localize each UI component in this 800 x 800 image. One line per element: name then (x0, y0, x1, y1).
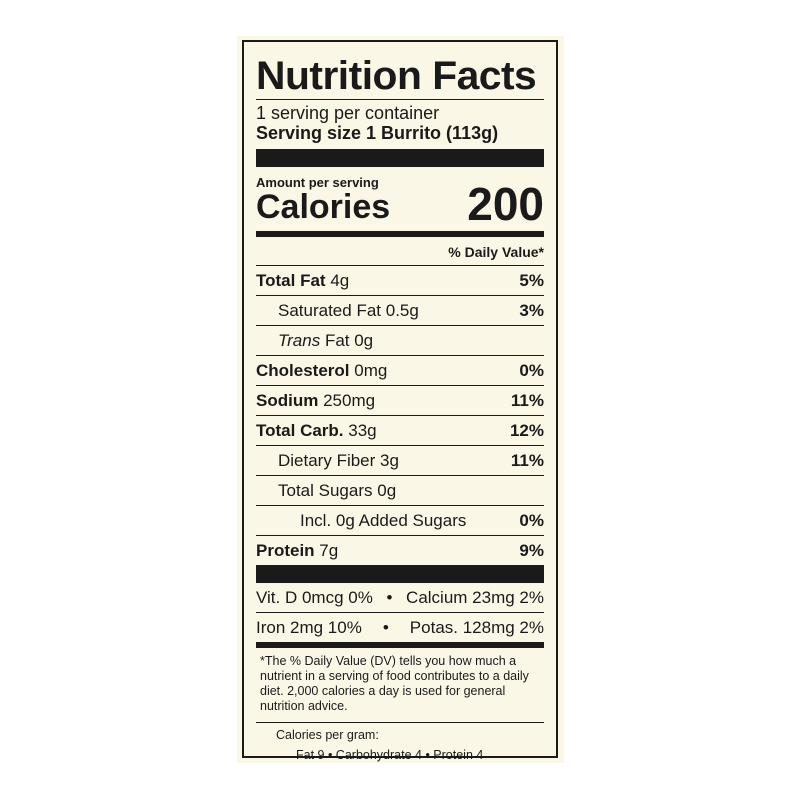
calories-label: Calories (256, 188, 391, 226)
vitamin-row: Iron 2mg 10% • Potas. 128mg 2% (256, 612, 544, 642)
nutrient-daily-value: 3% (519, 300, 544, 320)
vitamin-left: Vit. D 0mcg 0% (256, 587, 373, 607)
nutrient-name: Cholesterol (256, 360, 350, 380)
nutrient-amount: 3g (380, 450, 399, 470)
nutrient-amount: 4g (330, 270, 350, 290)
nutrient-row: Sodium 250mg 11% (256, 385, 544, 415)
thick-divider (256, 149, 544, 167)
nutrient-name: Saturated Fat (278, 300, 382, 320)
nutrient-name: Dietary Fiber (278, 450, 376, 470)
calories-per-gram-label: Calories per gram: (276, 728, 379, 742)
nutrient-amount: 7g (319, 540, 339, 560)
nutrient-name: Total Sugars (278, 480, 373, 500)
nutrient-row: Total Fat 4g 5% (256, 265, 544, 295)
nutrient-name: Incl. (300, 510, 332, 530)
vitamin-right: Calcium 23mg 2% (406, 587, 544, 607)
nutrient-amount: 0g Added Sugars (335, 510, 467, 530)
medium-divider (256, 231, 544, 237)
daily-value-header: % Daily Value* (448, 244, 544, 260)
nutrient-row: Saturated Fat 0.5g 3% (256, 295, 544, 325)
divider (256, 99, 544, 100)
nutrient-name: Sodium (256, 390, 319, 410)
vitamin-sep: • (382, 617, 389, 637)
nutrient-amount: 0.5g (385, 300, 419, 320)
medium-divider (256, 642, 544, 648)
nutrient-daily-value: 0% (519, 360, 544, 380)
nutrient-name: Total Carb. (256, 420, 344, 440)
vitamin-right: Potas. 128mg 2% (409, 617, 544, 637)
nutrient-row: Protein 7g 9% (256, 535, 544, 565)
nutrient-daily-value: 9% (519, 540, 544, 560)
nutrient-row: Cholesterol 0mg 0% (256, 355, 544, 385)
nutrient-row: Total Sugars 0g (256, 475, 544, 505)
vitamin-sep: • (386, 587, 393, 607)
nutrient-daily-value: 5% (519, 270, 544, 290)
divider (256, 722, 544, 723)
vitamin-left: Iron 2mg 10% (256, 617, 362, 637)
servings-per-container: 1 serving per container (256, 103, 440, 123)
nutrient-amount: 0g (377, 480, 397, 500)
nutrient-daily-value: 12% (509, 420, 544, 440)
nutrient-row: Dietary Fiber 3g 11% (256, 445, 544, 475)
thick-divider (256, 565, 544, 583)
nutrient-name: Trans (278, 330, 321, 350)
daily-value-footnote: *The % Daily Value (DV) tells you how mu… (260, 654, 529, 713)
nutrient-row: Total Carb. 33g 12% (256, 415, 544, 445)
nutrient-daily-value: 11% (510, 450, 544, 470)
nutrient-amount: 0mg (354, 360, 388, 380)
nutrient-daily-value: 11% (510, 390, 544, 410)
calories-per-gram: Fat 9 • Carbohydrate 4 • Protein 4 (296, 748, 484, 762)
nutrient-name: Protein (256, 540, 315, 560)
nutrition-facts-label: Nutrition Facts 1 serving per container … (242, 40, 558, 762)
serving-size: Serving size 1 Burrito (113g) (256, 123, 499, 143)
nutrient-name: Total Fat (256, 270, 326, 290)
label-title: Nutrition Facts (256, 54, 537, 98)
amount-per-serving: Amount per serving (256, 175, 379, 190)
calories-value: 200 (467, 178, 544, 230)
nutrient-amount: Fat 0g (324, 330, 374, 350)
nutrient-row: Incl. 0g Added Sugars 0% (256, 505, 544, 535)
nutrient-row: Trans Fat 0g (256, 325, 544, 355)
nutrient-daily-value: 0% (519, 510, 544, 530)
nutrient-amount: 33g (348, 420, 377, 440)
vitamin-row: Vit. D 0mcg 0% • Calcium 23mg 2% (256, 583, 544, 612)
nutrient-amount: 250mg (323, 390, 376, 410)
